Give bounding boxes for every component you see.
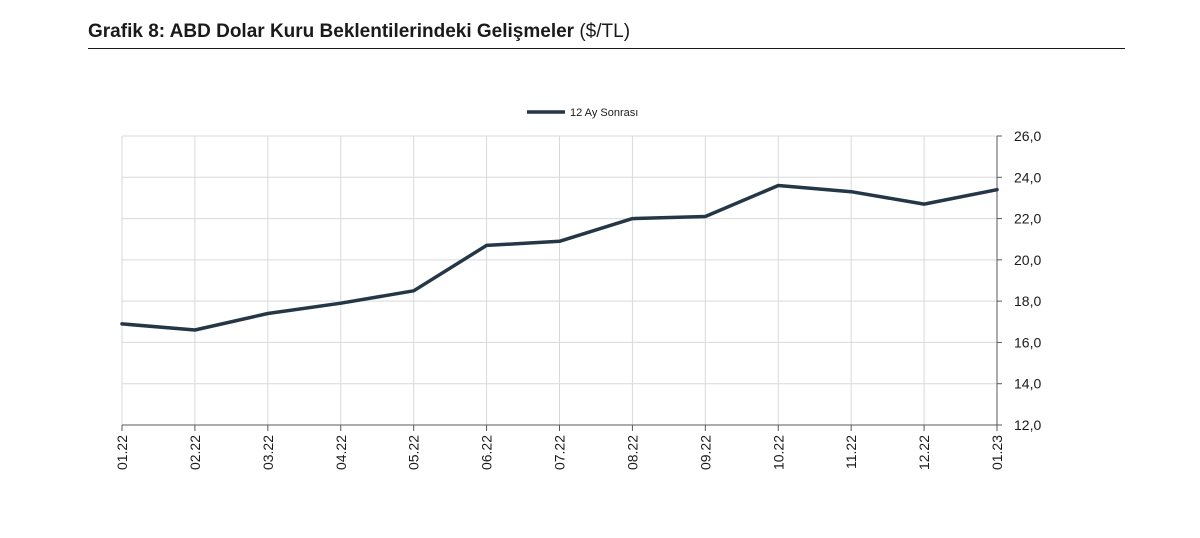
data-point (339, 301, 343, 305)
y-tick-label: 18,0 (1014, 293, 1041, 309)
x-tick-label: 11.22 (843, 435, 859, 469)
x-tick-label: 05.22 (406, 435, 422, 470)
data-point (849, 190, 853, 194)
x-tick-label: 01.22 (114, 435, 130, 470)
y-tick-label: 20,0 (1014, 252, 1041, 268)
data-point (193, 328, 197, 332)
data-point (995, 188, 999, 192)
y-tick-label: 22,0 (1014, 211, 1041, 227)
y-tick-label: 12,0 (1014, 417, 1041, 433)
data-point (558, 239, 561, 243)
data-point (703, 215, 707, 219)
x-tick-label: 04.22 (333, 435, 349, 470)
legend: 12 Ay Sonrası (527, 107, 638, 119)
grid-lines (121, 135, 998, 425)
x-tick-label: 06.22 (479, 435, 495, 470)
data-point (266, 312, 270, 316)
x-tick-label: 03.22 (260, 435, 276, 470)
x-tick-label: 10.22 (770, 435, 786, 470)
data-point (776, 184, 780, 188)
x-tick-label: 08.22 (624, 435, 640, 470)
data-point (120, 322, 124, 326)
data-point (485, 243, 489, 247)
data-point (630, 217, 634, 221)
y-tick-label: 16,0 (1014, 334, 1041, 350)
x-tick-label: 01.23 (989, 435, 1005, 470)
data-point (922, 202, 926, 206)
x-tick-label: 02.22 (187, 435, 203, 470)
x-tick-label: 09.22 (697, 435, 713, 470)
chart-title-bar: Grafik 8: ABD Dolar Kuru Beklentilerinde… (88, 18, 1125, 49)
chart-title-unit: ($/TL) (579, 21, 631, 42)
series-lines (120, 183, 999, 332)
legend-label: 12 Ay Sonrası (570, 107, 638, 119)
chart-title: Grafik 8: ABD Dolar Kuru Beklentilerinde… (88, 21, 630, 42)
tick-labels: 12,0 14,0 16,0 18,0 20,0 22,0 24,0 26,0 01.22 02.… (114, 128, 1041, 470)
x-tick-label: 12.22 (916, 435, 932, 470)
chart-title-main: Grafik 8: ABD Dolar Kuru Beklentilerinde… (88, 21, 575, 42)
y-tick-label: 24,0 (1014, 169, 1041, 185)
y-tick-label: 14,0 (1014, 376, 1041, 392)
axes (121, 135, 1002, 431)
x-tick-label: 07.22 (552, 435, 568, 470)
data-point (412, 289, 416, 293)
y-tick-label: 26,0 (1014, 128, 1041, 144)
